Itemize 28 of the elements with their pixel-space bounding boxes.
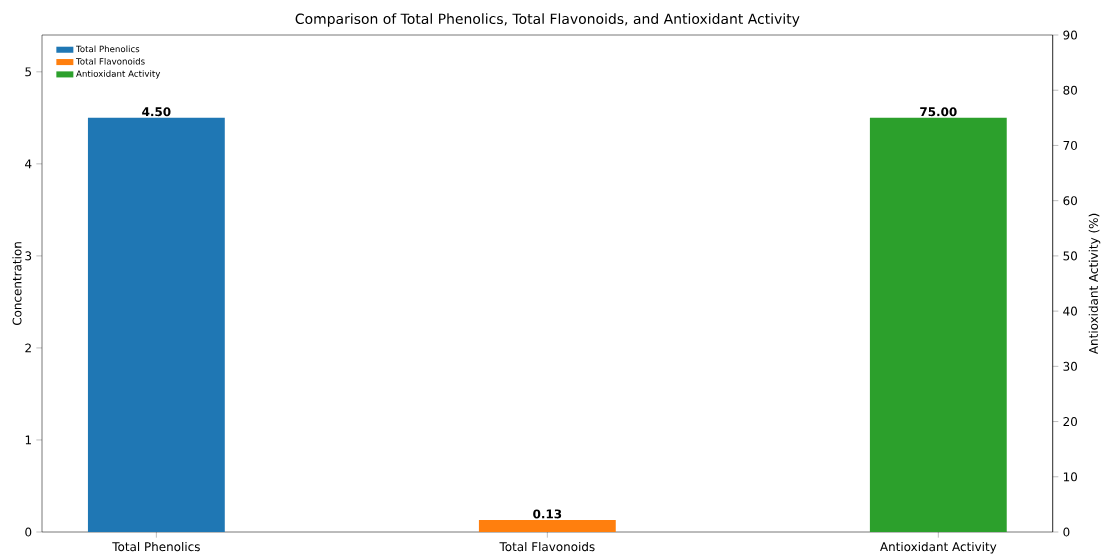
y-tick-label: 5: [25, 67, 32, 77]
legend-label: Antioxidant Activity: [76, 70, 161, 79]
y2-tick-label: 40: [1063, 306, 1078, 316]
y2-tick-label: 50: [1063, 251, 1078, 261]
x-tick-label: Total Flavonoids: [499, 541, 595, 552]
y-tick-label: 3: [25, 251, 32, 261]
y2-tick-label: 70: [1063, 140, 1078, 150]
data-label: 0.13: [533, 509, 562, 519]
y-tick-label: 0: [25, 527, 32, 537]
legend-label: Total Flavonoids: [76, 57, 145, 65]
y-axis-title: Concentration: [12, 242, 22, 326]
legend-label: Total Phenolics: [76, 45, 140, 53]
y-tick-label: 2: [25, 343, 31, 353]
y2-tick-label: 90: [1063, 30, 1078, 40]
data-label: 75.00: [920, 107, 957, 117]
y2-tick-label: 30: [1063, 361, 1078, 371]
x-tick-label: Antioxidant Activity: [880, 541, 997, 554]
chart-title: Comparison of Total Phenolics, Total Flavonoids, and Antioxidant Activity: [295, 13, 800, 27]
x-tick-label: Total Phenolics: [112, 541, 200, 552]
y2-tick-label: 60: [1063, 196, 1078, 206]
y2-tick-label: 20: [1063, 417, 1078, 427]
y-tick-label: 1: [25, 435, 31, 445]
y-tick-label: 4: [25, 159, 32, 169]
y2-tick-label: 0: [1063, 527, 1070, 537]
data-label: 4.50: [142, 107, 171, 117]
y2-axis-title: Antioxidant Activity (%): [1088, 213, 1101, 355]
y2-tick-label: 80: [1063, 85, 1078, 95]
y2-tick-label: 10: [1063, 472, 1078, 482]
